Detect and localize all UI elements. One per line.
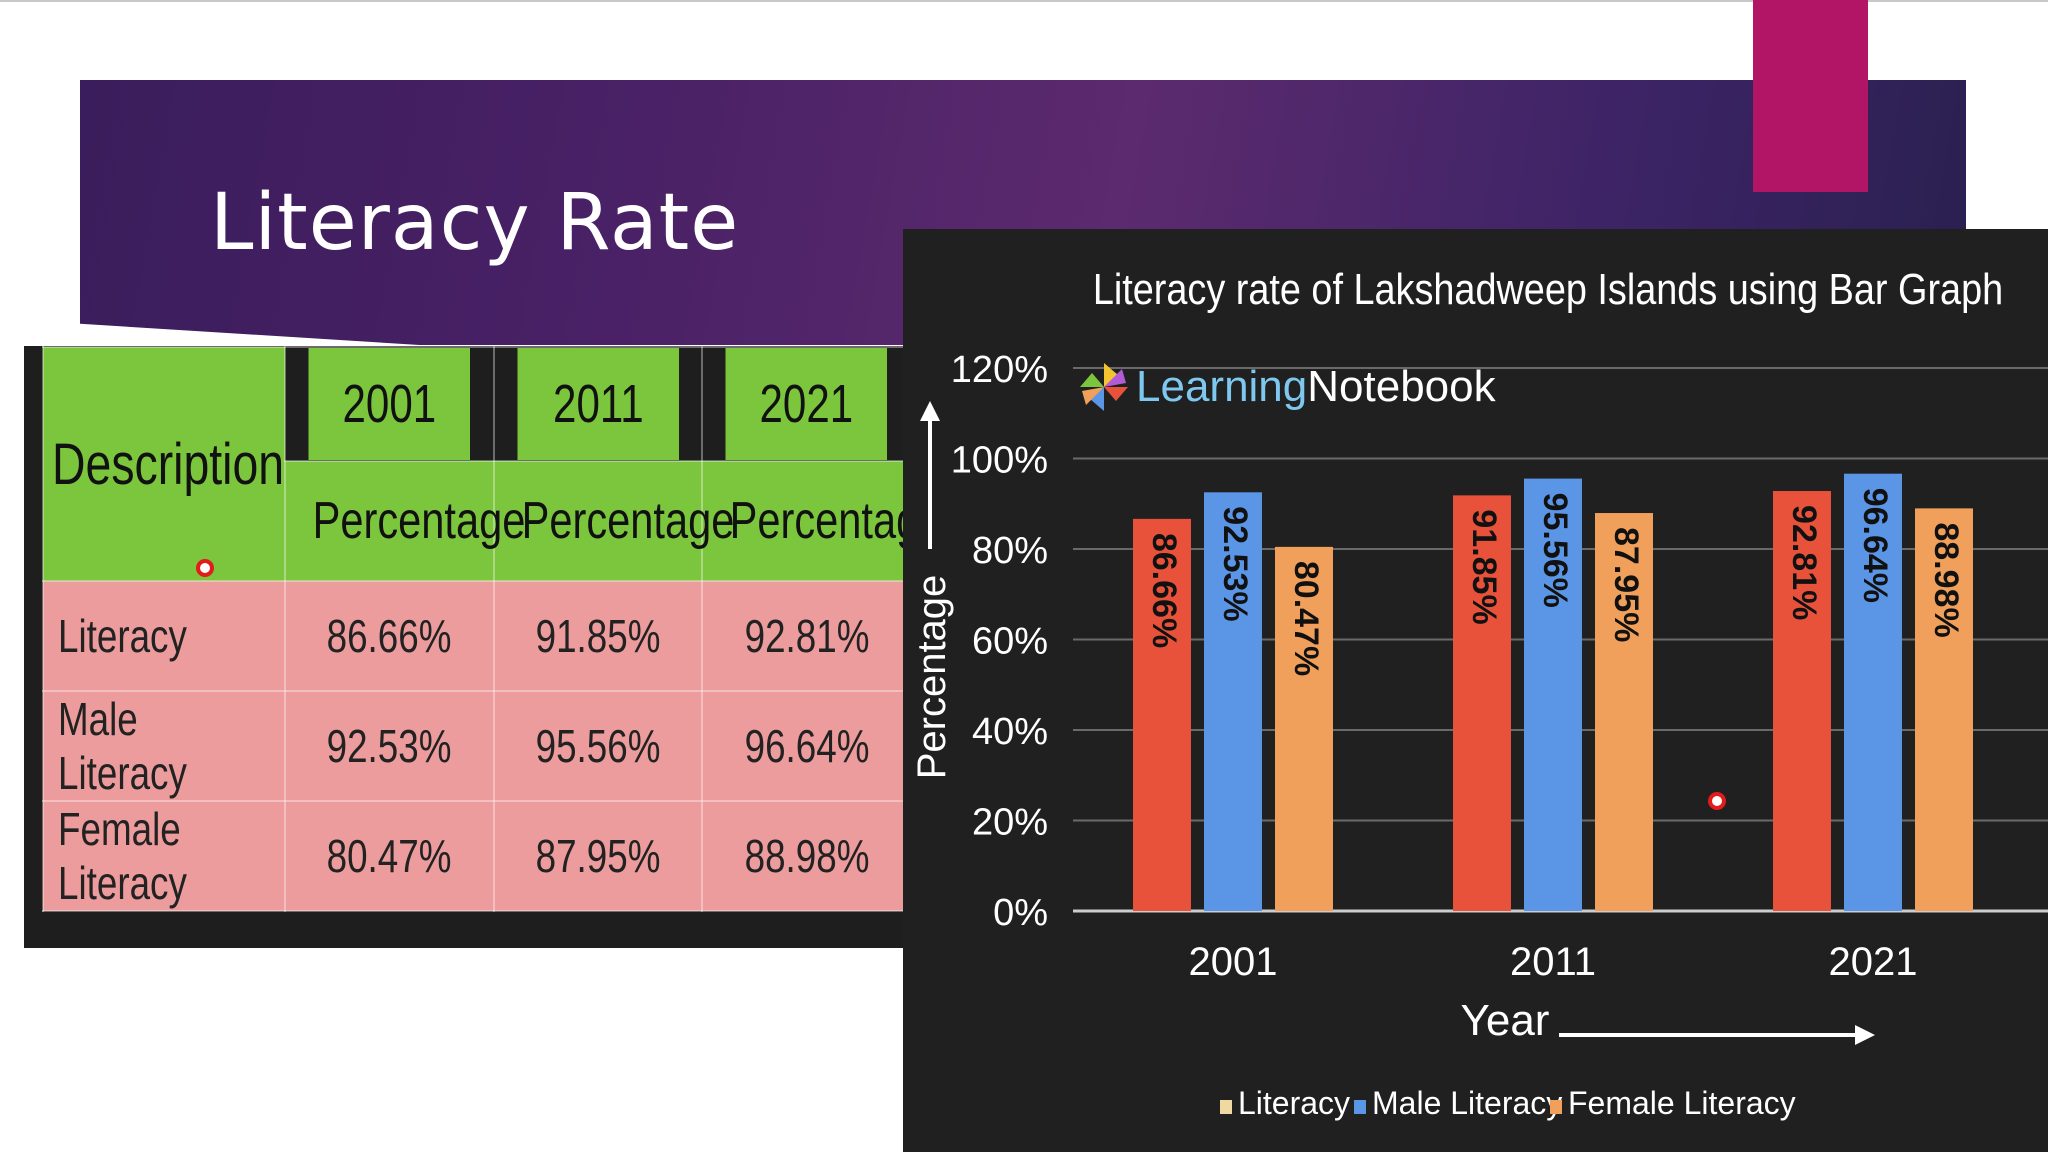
y-axis-ticks: 0% 20% 40% 60% 80% 100% 120% — [951, 349, 1048, 934]
legend-label: Female Literacy — [1568, 1085, 1796, 1121]
y-tick-label: 0% — [993, 892, 1048, 934]
row-label: Male Literacy — [42, 690, 286, 802]
percentage-header: Percentage — [701, 460, 943, 582]
legend-swatch — [1220, 1100, 1232, 1114]
y-axis-label: Percentage — [910, 575, 954, 780]
year-header-2011: 2011 — [515, 346, 681, 462]
bar-data-label: 87.95% — [1607, 527, 1645, 642]
bar-data-label: 91.85% — [1465, 509, 1503, 624]
accent-block — [1753, 0, 1868, 192]
pointer-marker — [1708, 792, 1726, 810]
bar — [1915, 508, 1973, 911]
table-cell: 96.64% — [701, 690, 912, 802]
row-label: Literacy — [42, 580, 286, 692]
bar — [1844, 473, 1902, 911]
pointer-marker — [196, 559, 214, 577]
bar — [1524, 478, 1582, 911]
x-tick-label: 2021 — [1829, 940, 1918, 984]
logo-text-learning: Learning — [1136, 362, 1308, 411]
x-axis-label-group: Year — [1461, 996, 1875, 1045]
legend-swatch — [1354, 1100, 1366, 1114]
row-label: Female Literacy — [42, 800, 286, 912]
top-divider — [0, 0, 2048, 2]
y-tick-label: 100% — [951, 440, 1048, 482]
bar-data-label: 88.98% — [1927, 522, 1965, 637]
bar — [1204, 492, 1262, 911]
bar — [1773, 491, 1831, 911]
table-cell: 87.95% — [492, 800, 704, 912]
x-axis-label: Year — [1461, 996, 1550, 1045]
pinwheel-icon — [1080, 363, 1128, 411]
table-cell: 95.56% — [492, 690, 704, 802]
bar — [1275, 546, 1333, 911]
x-tick-label: 2011 — [1510, 940, 1596, 984]
literacy-table: Description 2001 2011 2021 Percentage Pe… — [42, 346, 943, 912]
y-axis-label-group: Percentage — [910, 401, 954, 779]
legend-label: Male Literacy — [1372, 1085, 1562, 1121]
y-tick-label: 40% — [972, 711, 1048, 753]
bar-data-label: 92.53% — [1216, 506, 1254, 621]
y-tick-label: 120% — [951, 349, 1048, 391]
year-header-2021: 2021 — [724, 346, 889, 462]
table-cell: 80.47% — [284, 800, 495, 912]
bar-data-label: 80.47% — [1287, 561, 1325, 676]
legend-label: Literacy — [1238, 1085, 1350, 1121]
percentage-header: Percentage — [284, 460, 525, 582]
bar-data-label: 92.81% — [1785, 505, 1823, 620]
bar — [1595, 513, 1653, 911]
legend: Literacy Male Literacy Female Literacy — [1220, 1085, 1796, 1121]
logo-text-notebook: Notebook — [1307, 362, 1496, 411]
bar-chart: Literacy rate of Lakshadweep Islands usi… — [910, 264, 2048, 1121]
bar-data-label: 95.56% — [1536, 493, 1574, 608]
bar — [1133, 518, 1191, 911]
table-cell: 88.98% — [701, 800, 912, 912]
chart-image: Literacy rate of Lakshadweep Islands usi… — [903, 229, 2048, 1152]
y-tick-label: 20% — [972, 802, 1048, 844]
table-row: Literacy 86.66% 91.85% 92.81% — [42, 580, 912, 692]
bar — [1453, 495, 1511, 911]
y-tick-label: 60% — [972, 621, 1048, 663]
y-tick-label: 80% — [972, 530, 1048, 572]
table-cell: 91.85% — [492, 580, 704, 692]
table-row: Female Literacy 80.47% 87.95% 88.98% — [42, 800, 912, 912]
bar-data-label: 86.66% — [1145, 533, 1183, 648]
table-image: Description 2001 2011 2021 Percentage Pe… — [24, 346, 943, 948]
y-axis-arrowhead — [920, 401, 940, 421]
table-cell: 92.53% — [284, 690, 495, 802]
table-cell: 92.81% — [701, 580, 912, 692]
x-tick-label: 2001 — [1189, 940, 1278, 984]
x-axis-ticks: 2001 2011 2021 — [1189, 940, 1918, 984]
slide-title: Literacy Rate — [210, 178, 740, 268]
chart-title: Literacy rate of Lakshadweep Islands usi… — [1093, 264, 2003, 313]
year-header-2001: 2001 — [307, 346, 472, 462]
bar-data-label: 96.64% — [1856, 488, 1894, 603]
percentage-header: Percentage — [492, 460, 734, 582]
x-axis-arrowhead — [1855, 1025, 1875, 1045]
description-header: Description — [42, 346, 286, 582]
learning-notebook-logo: Learning Notebook — [1078, 361, 1496, 413]
legend-swatch — [1550, 1100, 1562, 1114]
table-cell: 86.66% — [284, 580, 495, 692]
bars: 86.66% 92.53% 80.47% 91.85% 95.56% 87.95% 92.8… — [1133, 473, 1973, 911]
table-row: Male Literacy 92.53% 95.56% 96.64% — [42, 690, 912, 802]
